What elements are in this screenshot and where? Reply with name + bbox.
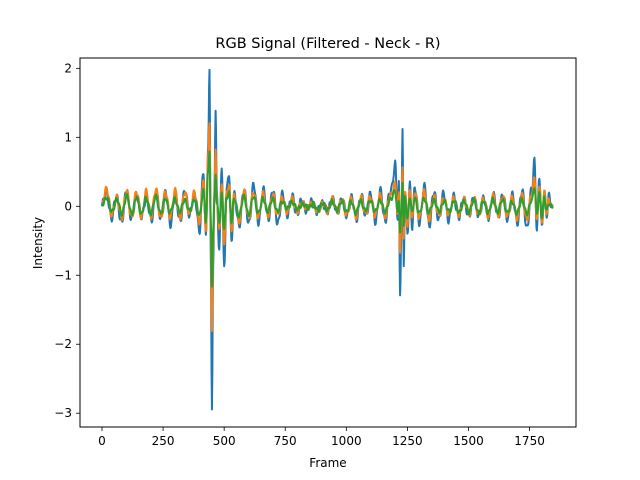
y-tick-label: −2: [54, 337, 72, 351]
series-line-3: [101, 150, 554, 288]
y-tick-label: 1: [64, 130, 72, 144]
x-tick-label: 1750: [514, 434, 545, 448]
y-tick-label: 0: [64, 199, 72, 213]
x-tick-label: 750: [274, 434, 297, 448]
x-tick-label: 500: [213, 434, 236, 448]
plot-frame: [79, 57, 577, 428]
x-tick-label: 1000: [331, 434, 362, 448]
x-tick-label: 1250: [392, 434, 423, 448]
y-tick-label: −3: [54, 406, 72, 420]
y-axis-label: Intensity: [31, 217, 45, 269]
x-axis: 0 250 500 750 1000 1250 1500 1750: [98, 427, 545, 448]
x-axis-label: Frame: [309, 456, 346, 470]
x-tick-label: 1500: [453, 434, 484, 448]
x-tick-label: 0: [98, 434, 106, 448]
chart-title: RGB Signal (Filtered - Neck - R): [215, 36, 440, 52]
x-tick-label: 250: [152, 434, 175, 448]
y-axis: −3 −2 −1 0 1 2: [54, 61, 80, 420]
y-tick-label: −1: [54, 268, 72, 282]
y-tick-label: 2: [64, 61, 72, 75]
series-layer: [100, 68, 554, 411]
